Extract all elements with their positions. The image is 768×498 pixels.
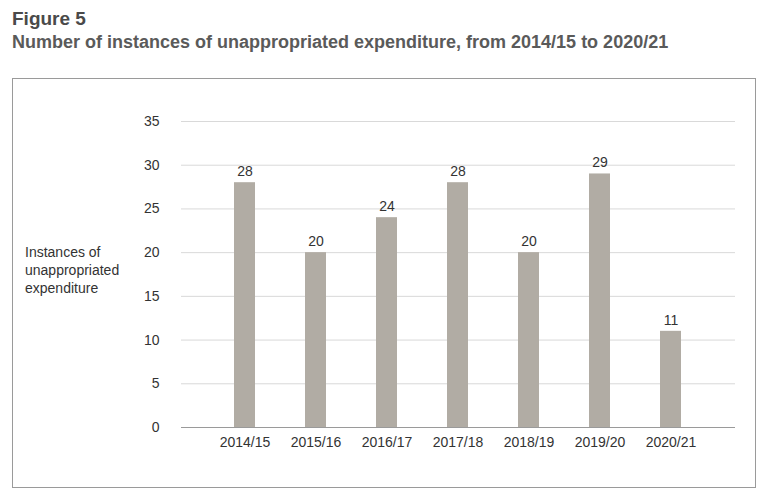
svg-text:2017/18: 2017/18	[433, 434, 484, 450]
svg-text:30: 30	[144, 157, 160, 173]
html-text:Figure 5: Figure 5	[12, 8, 86, 29]
svg-text:24: 24	[379, 198, 395, 214]
svg-text:2016/17: 2016/17	[362, 434, 413, 450]
svg-text:35: 35	[144, 113, 160, 129]
svg-text:0: 0	[152, 419, 160, 435]
html-text:Instances of unappropriated ex: Instances of unappropriated expenditure	[25, 244, 120, 296]
svg-text:15: 15	[144, 288, 160, 304]
svg-text:29: 29	[592, 154, 608, 170]
html-text:Number of instances of unappro: Number of instances of unappropriated ex…	[12, 32, 669, 52]
svg-text:2020/21: 2020/21	[646, 434, 697, 450]
svg-text:20: 20	[521, 233, 537, 249]
svg-text:20: 20	[308, 233, 324, 249]
svg-text:25: 25	[144, 200, 160, 216]
svg-text:28: 28	[237, 163, 253, 179]
svg-text:2018/19: 2018/19	[504, 434, 555, 450]
svg-text:2019/20: 2019/20	[575, 434, 626, 450]
svg-text:10: 10	[144, 332, 160, 348]
svg-text:2014/15: 2014/15	[220, 434, 271, 450]
svg-text:5: 5	[152, 375, 160, 391]
svg-text:2015/16: 2015/16	[291, 434, 342, 450]
svg-text:11: 11	[664, 312, 679, 328]
svg-text:20: 20	[144, 244, 160, 260]
svg-text:28: 28	[450, 163, 466, 179]
